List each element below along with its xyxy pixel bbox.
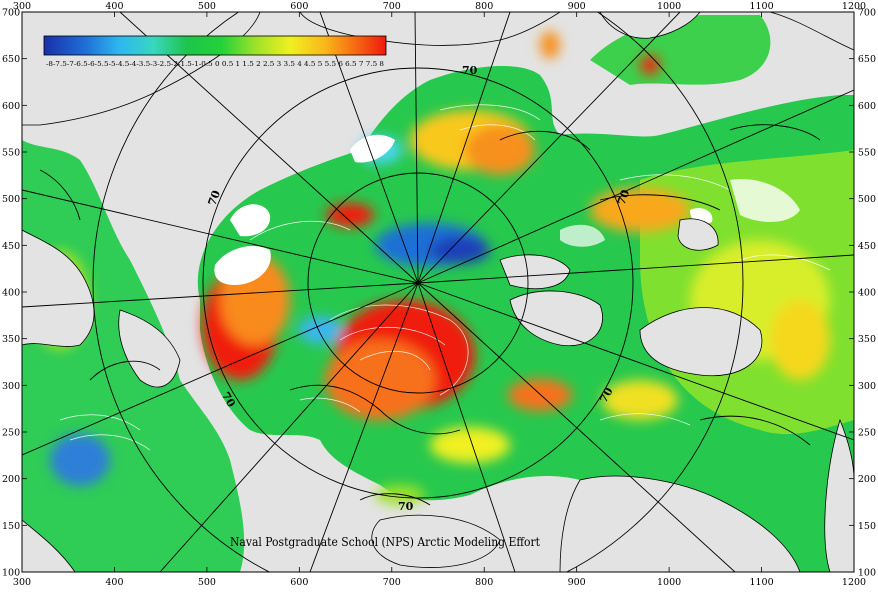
- lat-label-70-south: 70: [398, 500, 414, 513]
- latitude-circles: [92, 12, 744, 572]
- x-tick-label-bottom: 400: [105, 577, 123, 588]
- x-tick-label-top: 600: [290, 1, 308, 12]
- x-tick-label-bottom: 500: [198, 577, 216, 588]
- x-tick-label-bottom: 1100: [749, 577, 773, 588]
- y-tick-label-left: 100: [2, 568, 20, 579]
- y-tick-label-left: 200: [2, 474, 20, 485]
- x-tick-label-top: 1000: [657, 1, 681, 12]
- x-tick-label-top: 800: [475, 1, 493, 12]
- colorbar-ramp: [43, 35, 387, 56]
- lat-label-70-east: 70: [615, 188, 633, 207]
- y-tick-label-left: 650: [2, 54, 20, 65]
- y-tick-label-left: 400: [2, 288, 20, 299]
- lat-label-70-west: 70: [206, 188, 224, 207]
- y-tick-label-right: 250: [858, 428, 876, 439]
- y-tick-label-right: 700: [858, 8, 876, 19]
- y-tick-label-right: 400: [858, 288, 876, 299]
- colorbar-tick-labels: -8-7.5-7-6.5-6-5.5-5-4.5-4-3.5-3-2.5-2-1…: [46, 61, 384, 68]
- y-tick-label-left: 250: [2, 428, 20, 439]
- x-tick-label-top: 400: [105, 1, 123, 12]
- x-tick-label-bottom: 300: [13, 577, 31, 588]
- y-tick-label-right: 350: [858, 334, 876, 345]
- x-tick-label-top: 1100: [749, 1, 773, 12]
- ice-regions: [214, 134, 800, 285]
- credit-text: Naval Postgraduate School (NPS) Arctic M…: [230, 534, 540, 549]
- y-tick-label-right: 300: [858, 381, 876, 392]
- y-tick-label-left: 550: [2, 148, 20, 159]
- lat-label-70-north: 70: [462, 64, 478, 77]
- y-tick-label-right: 100: [858, 568, 876, 579]
- x-tick-label-bottom: 1200: [842, 577, 866, 588]
- y-tick-label-right: 600: [858, 101, 876, 112]
- x-tick-label-top: 300: [13, 1, 31, 12]
- meridians: [22, 12, 854, 572]
- y-tick-label-right: 550: [858, 148, 876, 159]
- y-tick-label-right: 650: [858, 54, 876, 65]
- x-tick-label-top: 900: [568, 1, 586, 12]
- y-tick-label-left: 600: [2, 101, 20, 112]
- y-tick-label-right: 450: [858, 241, 876, 252]
- y-tick-label-left: 300: [2, 381, 20, 392]
- latitude-labels: 70 70 70 70 70 70: [206, 64, 633, 513]
- x-tick-label-bottom: 700: [383, 577, 401, 588]
- y-tick-label-left: 350: [2, 334, 20, 345]
- colorbar: -8-7.5-7-6.5-6-5.5-5-4.5-4-3.5-3-2.5-2-1…: [43, 35, 387, 68]
- x-tick-label-bottom: 1000: [657, 577, 681, 588]
- white-isolines: [59, 104, 831, 451]
- x-tick-label-bottom: 800: [475, 577, 493, 588]
- y-tick-label-right: 150: [858, 521, 876, 532]
- map-plot-area: 70 70 70 70 70 70: [22, 12, 854, 572]
- y-tick-label-left: 500: [2, 194, 20, 205]
- black-contours: [39, 124, 821, 506]
- x-tick-label-bottom: 900: [568, 577, 586, 588]
- x-tick-label-top: 700: [383, 1, 401, 12]
- y-tick-label-left: 700: [2, 8, 20, 19]
- x-tick-label-top: 500: [198, 1, 216, 12]
- x-tick-label-bottom: 600: [290, 577, 308, 588]
- y-tick-label-left: 450: [2, 241, 20, 252]
- y-tick-label-right: 500: [858, 194, 876, 205]
- x-tick-label-top: 1200: [842, 1, 866, 12]
- y-tick-label-right: 200: [858, 474, 876, 485]
- y-tick-label-left: 150: [2, 521, 20, 532]
